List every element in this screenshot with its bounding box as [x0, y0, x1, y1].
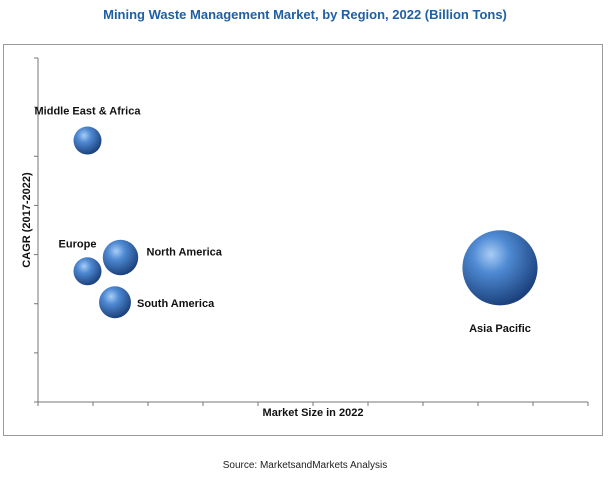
y-axis-label: CAGR (2017-2022): [21, 172, 33, 268]
bubble-south-america: [99, 286, 131, 319]
bubble-label: Asia Pacific: [469, 323, 531, 335]
chart-frame: [3, 44, 603, 436]
bubble-asia-pacific: [462, 230, 538, 306]
bubbles: Middle East & Africa Europe North America S…: [35, 106, 538, 335]
source-note: Source: MarketsandMarkets Analysis: [222, 460, 388, 471]
bubble-europe: [73, 257, 102, 286]
bubble-label: Middle East & Africa: [35, 106, 142, 118]
bubble-middle-east-africa: [73, 126, 102, 155]
chart-title: Mining Waste Management Market, by Regio…: [103, 7, 507, 22]
bubble-north-america: [102, 239, 139, 276]
bubble-label: South America: [137, 298, 215, 310]
bubble-label: Europe: [59, 238, 97, 250]
axes: [34, 57, 589, 406]
x-axis-label: Market Size in 2022: [263, 407, 364, 419]
bubble-label: North America: [147, 247, 223, 259]
